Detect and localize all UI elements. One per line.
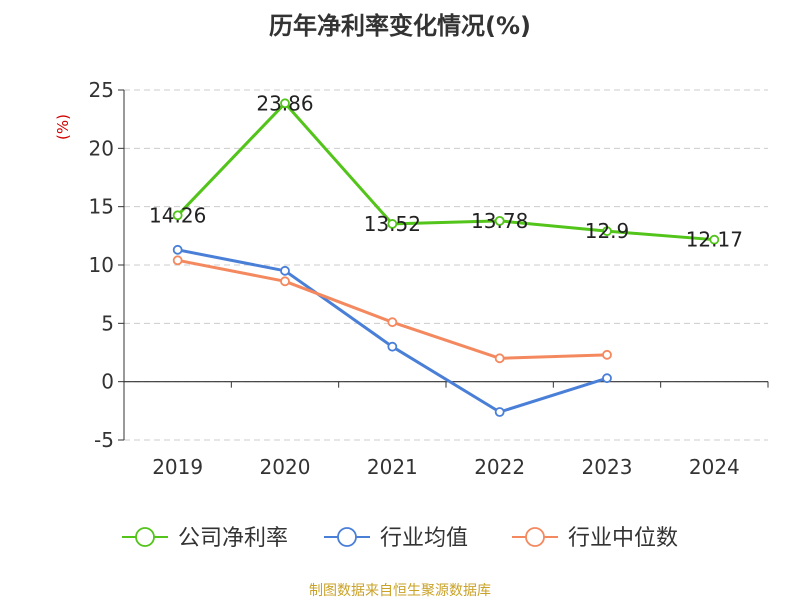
y-tick-label: 25 xyxy=(89,78,114,102)
x-tick-label: 2021 xyxy=(367,455,418,479)
data-point xyxy=(387,219,398,229)
data-point xyxy=(709,234,720,245)
chart-title: 历年净利率变化情况(%) xyxy=(269,12,531,40)
x-tick-label: 2019 xyxy=(152,455,203,479)
y-tick-label: -5 xyxy=(94,428,114,452)
x-tick-label: 2022 xyxy=(474,455,525,479)
y-tick-label: 10 xyxy=(89,253,114,277)
legend-label: 行业均值 xyxy=(380,526,468,551)
legend-label: 公司净利率 xyxy=(178,526,288,551)
data-label: 13.52 xyxy=(364,212,421,236)
x-tick-label: 2024 xyxy=(689,455,740,479)
data-point xyxy=(280,276,290,287)
data-point xyxy=(602,373,612,384)
data-label: 12.9 xyxy=(585,219,630,243)
data-label: 13.78 xyxy=(471,209,528,233)
x-tick-label: 2020 xyxy=(260,455,311,479)
legend-marker xyxy=(337,527,357,547)
data-point xyxy=(172,255,183,266)
data-point xyxy=(280,265,290,276)
series-line-1 xyxy=(176,101,715,242)
source-footer: 制图数据来自恒生聚源数据库 xyxy=(309,583,491,599)
data-point xyxy=(494,353,505,364)
data-point xyxy=(494,407,505,417)
data-label: 14.26 xyxy=(149,203,206,227)
y-tick-label: 20 xyxy=(89,136,114,160)
data-point xyxy=(172,244,183,255)
data-point xyxy=(387,317,398,328)
data-label: 12.17 xyxy=(686,228,743,252)
data-point xyxy=(172,210,183,221)
data-point xyxy=(387,341,398,352)
y-axis-label: (%) xyxy=(54,114,72,140)
data-point xyxy=(494,215,505,226)
legend-marker xyxy=(525,527,545,547)
data-label: 23.86 xyxy=(256,91,313,115)
x-tick-label: 2023 xyxy=(582,455,633,479)
y-tick-label: 5 xyxy=(101,311,114,335)
data-point xyxy=(602,349,612,360)
y-tick-label: 15 xyxy=(89,195,114,219)
legend-marker xyxy=(135,527,155,547)
data-point xyxy=(280,98,290,109)
y-tick-label: 0 xyxy=(101,370,114,394)
legend-label: 行业中位数 xyxy=(568,526,678,551)
data-point xyxy=(602,226,612,237)
